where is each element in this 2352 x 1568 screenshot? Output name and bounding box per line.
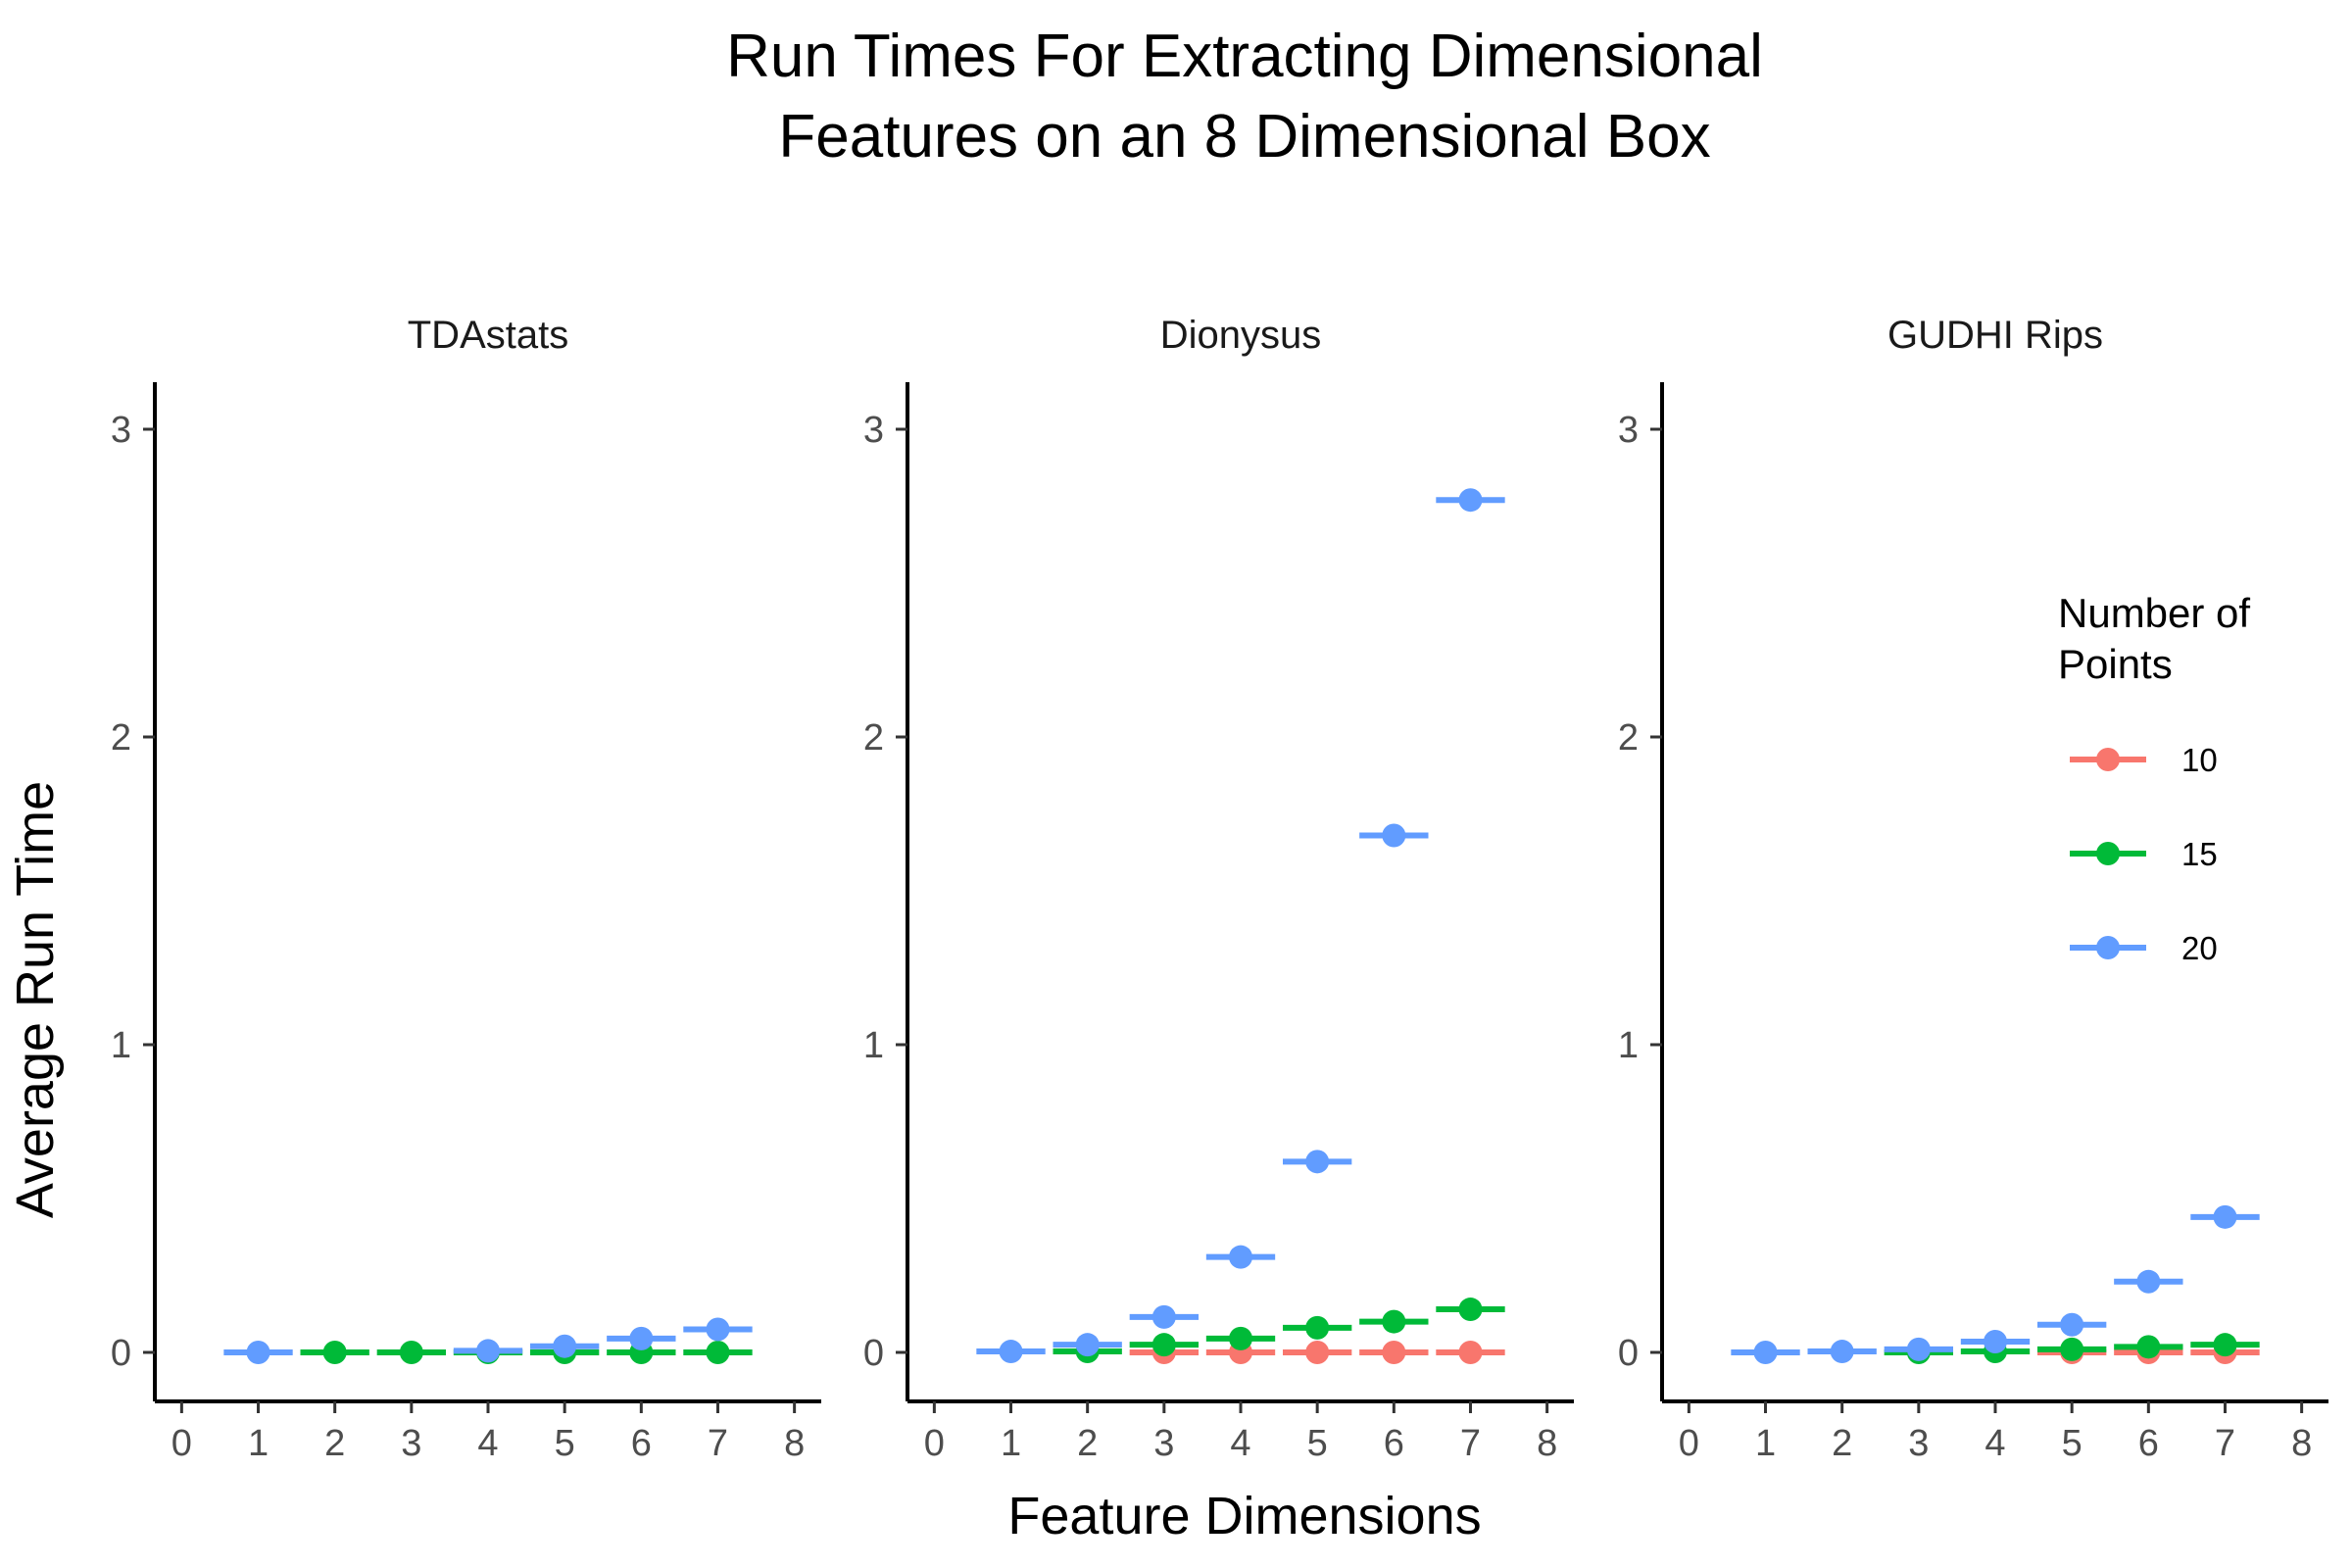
x-tick-label: 2 (324, 1423, 345, 1464)
data-point (1984, 1330, 2007, 1354)
data-point (1229, 1245, 1252, 1269)
data-point (1305, 1341, 1330, 1364)
x-tick-label: 3 (401, 1423, 421, 1464)
data-point (999, 1340, 1023, 1364)
data-point (1458, 488, 1483, 513)
y-tick-label: 2 (111, 717, 131, 759)
data-point (706, 1317, 730, 1342)
legend-title-line-1: Number of (2058, 590, 2250, 636)
x-axis-title: Feature Dimensions (1007, 1487, 1481, 1545)
y-axis-title: Average Run Time (6, 781, 65, 1218)
data-point (1382, 823, 1406, 848)
y-tick-label: 1 (863, 1025, 884, 1066)
x-tick-label: 1 (248, 1423, 269, 1464)
data-point (2136, 1335, 2161, 1359)
x-tick-label: 6 (631, 1423, 652, 1464)
data-point (1458, 1341, 1483, 1364)
x-tick-label: 7 (1460, 1423, 1481, 1464)
x-tick-label: 8 (1537, 1423, 1557, 1464)
data-point (2060, 1337, 2084, 1361)
x-tick-label: 4 (1984, 1423, 2005, 1464)
y-tick-label: 1 (1618, 1025, 1639, 1066)
x-tick-label: 5 (2062, 1423, 2082, 1464)
y-tick-label: 1 (111, 1025, 131, 1066)
data-point (1152, 1304, 1176, 1329)
data-point (246, 1341, 270, 1364)
legend-key-point (2096, 842, 2120, 865)
legend-label: 15 (2181, 836, 2218, 872)
x-tick-label: 3 (1908, 1423, 1929, 1464)
x-tick-label: 2 (1077, 1423, 1098, 1464)
data-point (399, 1341, 423, 1364)
x-tick-label: 3 (1153, 1423, 1174, 1464)
x-tick-label: 1 (1755, 1423, 1776, 1464)
x-tick-label: 8 (784, 1423, 805, 1464)
legend-label: 20 (2181, 930, 2218, 966)
x-tick-label: 4 (477, 1423, 498, 1464)
y-tick-label: 3 (863, 410, 884, 451)
data-point (629, 1326, 654, 1350)
x-tick-label: 5 (555, 1423, 575, 1464)
x-tick-label: 1 (1001, 1423, 1021, 1464)
x-tick-label: 6 (1384, 1423, 1404, 1464)
x-tick-label: 4 (1230, 1423, 1250, 1464)
data-point (553, 1334, 577, 1358)
panel-title-2: GUDHI Rips (1887, 314, 2103, 357)
data-point (2060, 1312, 2084, 1337)
y-tick-label: 3 (1618, 410, 1639, 451)
y-tick-label: 3 (111, 410, 131, 451)
x-tick-label: 0 (1679, 1423, 1699, 1464)
x-tick-label: 0 (172, 1423, 192, 1464)
x-tick-label: 7 (708, 1423, 728, 1464)
legend-key-point (2096, 748, 2120, 771)
panel-title-1: Dionysus (1160, 314, 1322, 357)
legend-key-point (2096, 936, 2120, 959)
chart-title-line-2: Features on an 8 Dimensional Box (778, 103, 1710, 171)
data-point (1753, 1341, 1778, 1364)
data-point (1229, 1326, 1252, 1350)
data-point (2213, 1333, 2237, 1357)
y-tick-label: 2 (863, 717, 884, 759)
data-point (1075, 1333, 1100, 1357)
data-point (1906, 1337, 1931, 1361)
y-tick-label: 0 (111, 1333, 131, 1374)
data-point (1305, 1315, 1330, 1340)
data-point (1382, 1341, 1406, 1364)
x-tick-label: 6 (2138, 1423, 2159, 1464)
data-point (2136, 1269, 2161, 1294)
data-point (1305, 1150, 1330, 1174)
data-point (1382, 1309, 1406, 1334)
data-point (1152, 1333, 1176, 1357)
data-point (1458, 1298, 1483, 1322)
data-point (322, 1341, 347, 1364)
legend-title-line-2: Points (2058, 641, 2173, 687)
x-tick-label: 7 (2215, 1423, 2235, 1464)
y-tick-label: 0 (863, 1333, 884, 1374)
plot-layer: TDAstats 0 1 2 3 0 1 2 3 4 5 6 7 8 Dionysus 0 1 2 3 0 1 2 3 4 5 6… (111, 314, 2328, 1464)
x-tick-label: 8 (2291, 1423, 2312, 1464)
x-tick-label: 2 (1832, 1423, 1852, 1464)
data-point (1830, 1340, 1854, 1364)
data-point (476, 1339, 500, 1363)
legend-label: 10 (2181, 742, 2218, 778)
panel-title-0: TDAstats (408, 314, 568, 357)
data-point (706, 1341, 730, 1364)
y-tick-label: 2 (1618, 717, 1639, 759)
y-tick-label: 0 (1618, 1333, 1639, 1374)
x-tick-label: 0 (924, 1423, 945, 1464)
data-point (2213, 1204, 2237, 1229)
chart-title-line-1: Run Times For Extracting Dimensional (726, 23, 1763, 90)
x-tick-label: 5 (1307, 1423, 1328, 1464)
